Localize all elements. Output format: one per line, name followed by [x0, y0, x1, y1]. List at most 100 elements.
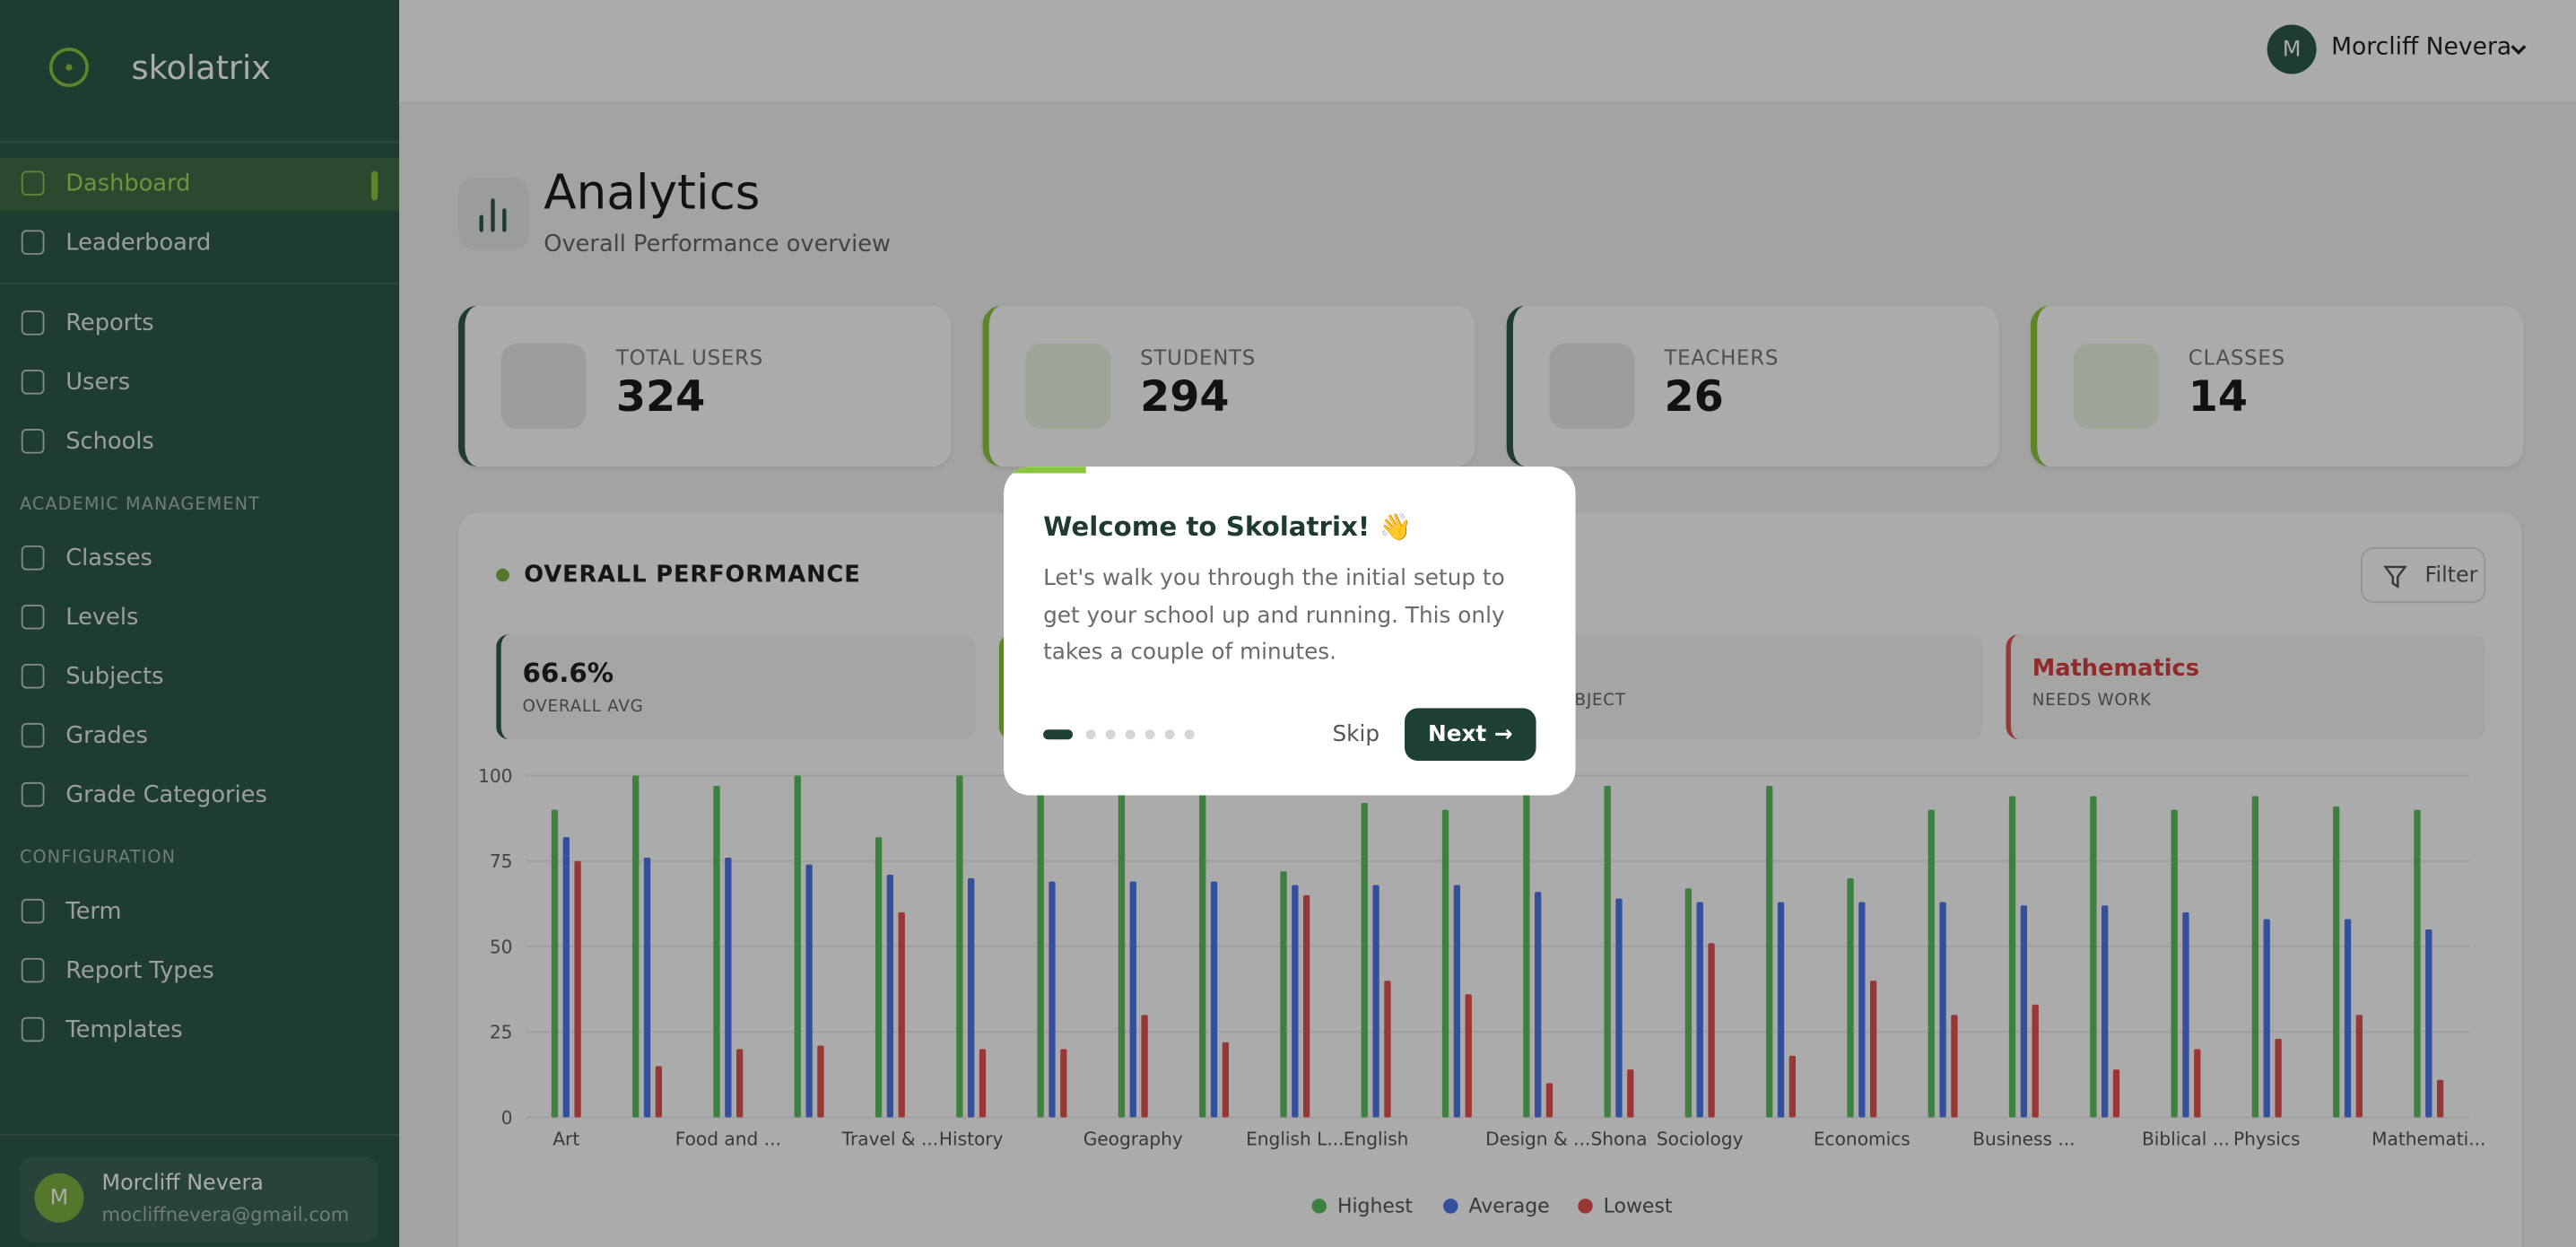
modal-title: Welcome to Skolatrix! 👋 [1043, 510, 1413, 543]
page-subtitle: Overall Performance overview [544, 231, 891, 258]
nav-item[interactable]: Term [0, 885, 399, 938]
avatar[interactable]: M [2267, 24, 2317, 74]
nav-item[interactable]: Grade Categories [0, 769, 399, 822]
bar [1292, 885, 1299, 1118]
bar [1037, 782, 1044, 1118]
x-tick-label: Shona [1590, 1129, 1647, 1150]
bar [817, 1045, 824, 1118]
nav-item[interactable]: Subjects [0, 650, 399, 703]
bar [886, 875, 894, 1118]
bar [1361, 803, 1368, 1118]
filter-button[interactable]: Filter [2361, 546, 2486, 604]
skip-button[interactable]: Skip [1332, 721, 1380, 748]
bar [2182, 911, 2189, 1118]
divider [0, 283, 400, 284]
nav-label: Templates [65, 1016, 183, 1044]
nav-item[interactable]: Dashboard [0, 157, 400, 211]
stat-value: 294 [1140, 372, 1230, 423]
x-tick-label: History [939, 1129, 1004, 1150]
bar [2414, 809, 2421, 1118]
bar [574, 860, 581, 1118]
bar [725, 857, 732, 1118]
next-button[interactable]: Next → [1405, 708, 1536, 762]
nav-item[interactable]: Reports [0, 298, 399, 351]
bar [2275, 1038, 2282, 1118]
bar [1372, 885, 1379, 1118]
chevron[interactable] [2509, 39, 2528, 59]
nav-label: Users [65, 370, 131, 397]
user-name[interactable]: Morcliff Nevera [2331, 34, 2512, 61]
stat-value: 324 [615, 372, 706, 423]
bar [2032, 1004, 2039, 1118]
bar [1049, 881, 1056, 1118]
stat-label: TEACHERS [1664, 344, 1780, 371]
bar [1384, 981, 1391, 1118]
bar [1869, 981, 1877, 1118]
stat-value: 26 [1664, 372, 1724, 423]
stat-card: TOTAL USERS 324 [458, 305, 952, 467]
bar [655, 1066, 663, 1118]
nav-item[interactable]: Schools [0, 415, 399, 468]
divider [0, 141, 400, 144]
bar [1222, 1042, 1230, 1118]
nav-label: Dashboard [65, 170, 191, 197]
step-dot [1164, 729, 1175, 740]
nav-item[interactable]: Grades [0, 710, 399, 763]
stat-icon [500, 343, 587, 430]
bar [2251, 796, 2259, 1118]
x-tick-label: English L... [1246, 1129, 1344, 1150]
nav-item[interactable]: Templates [0, 1004, 399, 1057]
nav-item[interactable]: Report Types [0, 945, 399, 998]
bar [1777, 902, 1785, 1118]
summary-label: NEEDS WORK [2032, 692, 2152, 711]
bar [898, 911, 905, 1118]
bar [1928, 809, 1935, 1118]
stat-card: TEACHERS 26 [1506, 305, 2000, 467]
bar [794, 775, 801, 1118]
page-icon [458, 177, 529, 250]
y-tick-label: 0 [501, 1107, 513, 1129]
nav-item[interactable]: Leaderboard [0, 217, 399, 270]
bar [1141, 1015, 1148, 1118]
bar [1951, 1015, 1958, 1118]
step-dot [1125, 729, 1136, 740]
x-tick-label: Mathemati... [2371, 1129, 2485, 1150]
nav-item[interactable]: Levels [0, 591, 399, 644]
sidebar: skolatrix Dashboard Leaderboard Reports Use… [0, 0, 400, 1247]
step-dot [1105, 729, 1116, 740]
bar [2425, 929, 2432, 1118]
bar [562, 837, 570, 1118]
nav-label: Subjects [65, 663, 164, 691]
step-dot [1184, 729, 1195, 740]
summary-card: 66.6% OVERALL AVG [496, 634, 976, 740]
stat-label: TOTAL USERS [615, 344, 764, 371]
bar [875, 837, 883, 1118]
x-tick-label: Business ... [1972, 1129, 2075, 1150]
y-tick-label: 75 [490, 850, 513, 872]
bar [1939, 902, 1946, 1118]
bar [1627, 1069, 1634, 1118]
y-tick-label: 50 [490, 936, 513, 957]
summary-value: Mathematics [2032, 655, 2200, 683]
brand-logo [48, 48, 89, 88]
summary-card: Mathematics NEEDS WORK [2006, 634, 2486, 740]
user-email: mocliffnevera@gmail.com [101, 1202, 350, 1226]
x-tick-label: Physics [2233, 1129, 2300, 1150]
step-dot [1085, 729, 1096, 740]
nav-item[interactable]: Classes [0, 532, 399, 585]
bar [2344, 919, 2352, 1118]
divider [0, 1133, 400, 1136]
x-tick-label: Travel & ... [841, 1129, 939, 1150]
stat-label: CLASSES [2188, 344, 2285, 371]
user-card[interactable]: M Morcliff Nevera mocliffnevera@gmail.co… [19, 1156, 379, 1243]
bar [1129, 881, 1136, 1118]
x-tick-label: Economics [1814, 1129, 1910, 1150]
bar [1199, 782, 1206, 1118]
bar [713, 785, 720, 1118]
stat-icon [1549, 343, 1635, 430]
bar [2333, 806, 2340, 1118]
nav-item[interactable]: Users [0, 356, 399, 409]
section-heading: ACADEMIC MANAGEMENT [19, 494, 260, 515]
x-tick-label: English [1344, 1129, 1409, 1150]
